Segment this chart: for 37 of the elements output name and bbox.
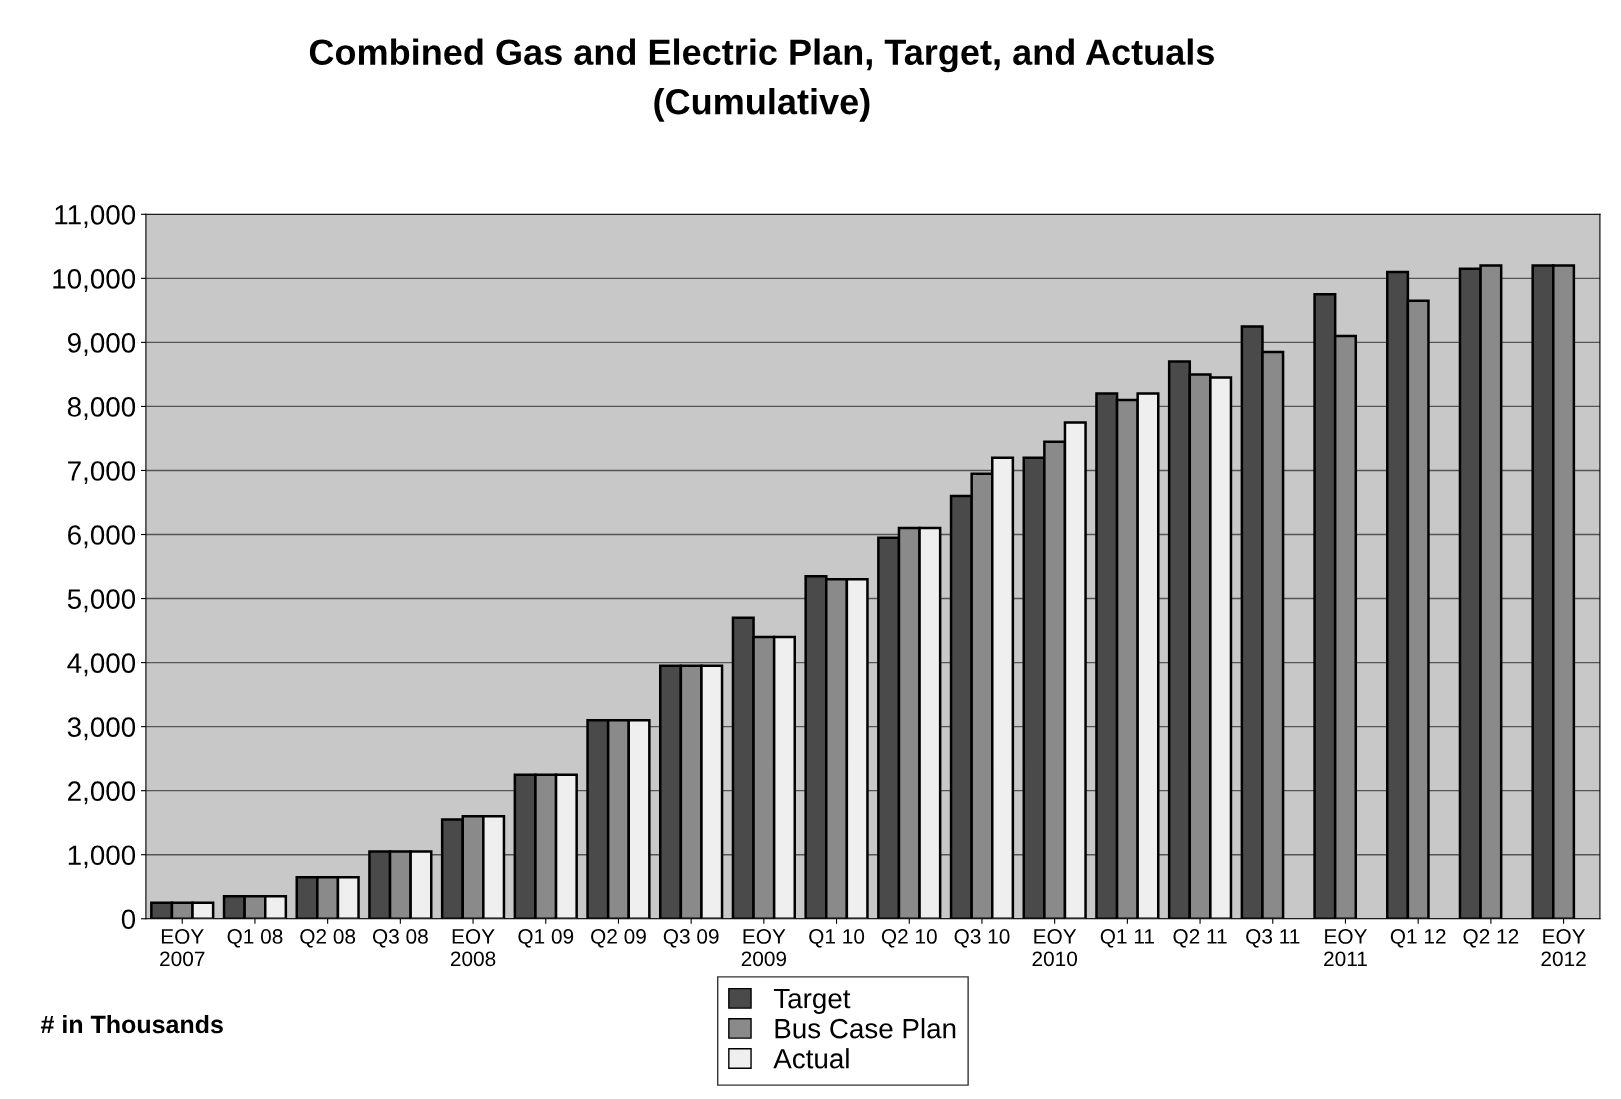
y-tick-label: 5,000	[67, 589, 136, 613]
x-tick-label: EOY 2011	[1324, 929, 1368, 967]
chart-title: Combined Gas and Electric Plan, Target, and Actuals (Cumulative)	[309, 38, 1214, 122]
y-tick-label: 4,000	[67, 653, 136, 677]
x-tick-label: Q1 12	[1390, 929, 1446, 948]
y-tick-label: 0	[121, 909, 136, 930]
x-tick-label: Q1 09	[518, 929, 574, 948]
x-tick-label: Q3 10	[954, 929, 1010, 948]
y-tick-label: 9,000	[67, 333, 136, 357]
x-tick-label: Q1 10	[809, 929, 865, 948]
y-tick-label: 1,000	[68, 845, 136, 869]
x-tick-label: Q1 11	[1100, 929, 1154, 948]
x-tick-label: Q3 08	[372, 929, 428, 948]
x-tick-label: Q2 08	[300, 929, 356, 948]
y-tick-label: 8,000	[67, 397, 136, 421]
y-tick-label: 10,000	[53, 269, 136, 292]
y-tick-label: 11,000	[55, 204, 136, 228]
y-tick-label: 6,000	[68, 525, 136, 549]
x-tick-label: Q3 11	[1246, 929, 1300, 948]
y-tick-label: 3,000	[67, 717, 136, 741]
legend-label: Target	[773, 989, 851, 1014]
x-tick-label: Q2 11	[1173, 929, 1227, 948]
x-tick-label: Q2 09	[591, 929, 646, 948]
x-tick-label: EOY 2008	[450, 929, 496, 967]
x-tick-label: Q1 08	[227, 929, 283, 948]
x-tick-label: Q3 09	[663, 929, 719, 948]
x-tick-label: Q2 12	[1463, 929, 1519, 948]
text: # in Thousands	[40, 1014, 223, 1034]
legend-label: Actual	[773, 1048, 849, 1069]
legend-label: Bus Case Plan	[775, 1018, 956, 1039]
x-tick-label: EOY 2009	[741, 929, 787, 967]
x-tick-label: EOY 2007	[160, 929, 205, 967]
x-tick-label: Q2 10	[881, 929, 937, 948]
y-tick-label: 7,000	[68, 461, 136, 485]
y-tick-label: 2,000	[68, 781, 136, 805]
x-tick-label: EOY 2010	[1032, 929, 1078, 967]
x-tick-label: EOY 2012	[1541, 929, 1586, 967]
